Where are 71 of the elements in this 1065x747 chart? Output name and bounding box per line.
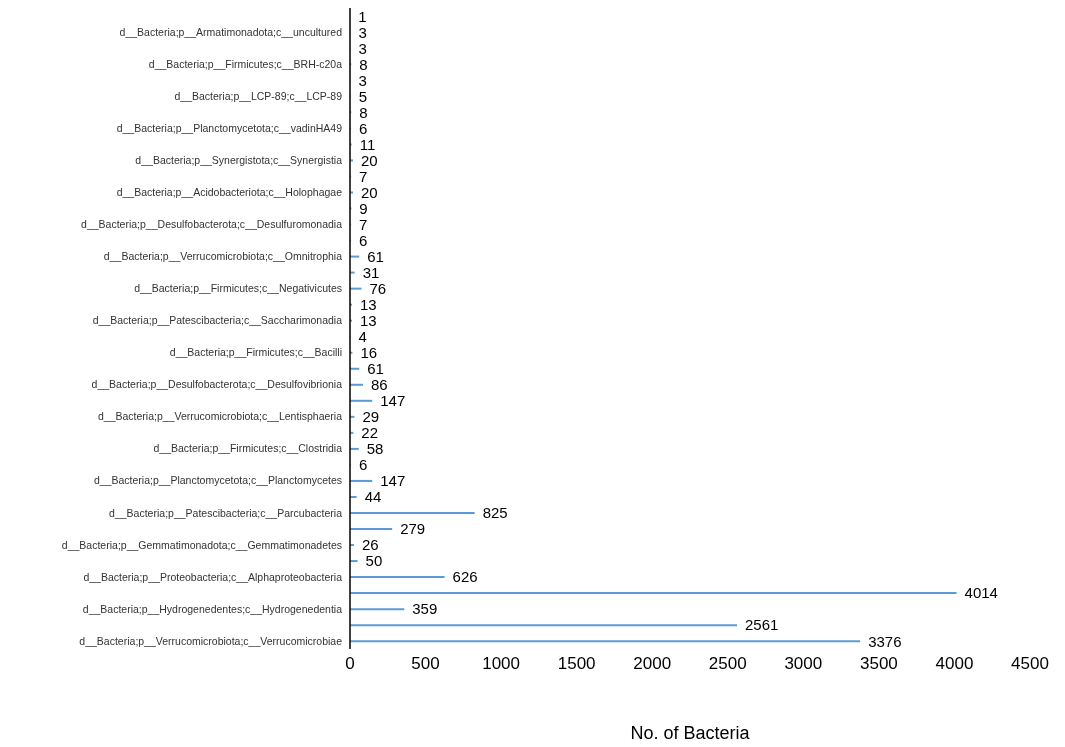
y-tick-label: d__Bacteria;p__LCP-89;c__LCP-89 — [174, 89, 343, 102]
x-tick-label: 0 — [345, 654, 355, 674]
x-tick-label: 2000 — [633, 654, 672, 674]
data-label: 7 — [359, 167, 368, 185]
y-tick-label: d__Bacteria;p__Verrucomicrobiota;c__Omnitrophia — [103, 250, 343, 263]
x-tick-label: 4000 — [935, 654, 974, 674]
data-label: 11 — [359, 135, 376, 153]
data-label: 4014 — [964, 584, 998, 602]
x-tick-label: 1000 — [482, 654, 521, 674]
data-label: 31 — [362, 263, 380, 281]
y-tick-label: d__Bacteria;p__Acidobacteriota;c__Holophagae — [116, 186, 343, 199]
data-label: 359 — [412, 600, 438, 618]
data-label: 8 — [359, 55, 368, 73]
y-tick-label: d__Bacteria;p__Patescibacteria;c__Saccharimonadia — [92, 314, 343, 327]
data-label: 9 — [359, 199, 368, 217]
data-label: 16 — [360, 344, 378, 362]
data-label: 61 — [367, 360, 384, 378]
data-label: 825 — [482, 504, 508, 522]
x-tick-label: 2500 — [708, 654, 747, 674]
y-tick-label: d__Bacteria;p__Planctomycetota;c__Planctomycetes — [93, 474, 342, 487]
data-label: 3 — [358, 23, 367, 41]
y-tick-label: d__Bacteria;p__Hydrogenedentes;c__Hydrogenedentia — [82, 602, 343, 615]
data-label: 44 — [364, 488, 382, 506]
y-tick-label: d__Bacteria;p__Armatimonadota;c__uncultured — [119, 25, 343, 38]
x-tick-label: 3000 — [784, 654, 823, 674]
x-tick-label: 1500 — [557, 654, 596, 674]
data-label: 2561 — [745, 616, 779, 634]
data-label: 50 — [365, 552, 383, 570]
data-label: 22 — [361, 424, 379, 442]
data-label: 86 — [371, 376, 388, 394]
x-tick-label: 3500 — [859, 654, 898, 674]
data-label: 58 — [366, 440, 384, 458]
data-label: 8 — [359, 103, 368, 121]
data-label: 29 — [362, 408, 380, 426]
data-label: 3 — [358, 39, 367, 57]
data-label: 76 — [369, 279, 387, 297]
data-label: 7 — [359, 215, 368, 233]
x-tick-label: 4500 — [1011, 654, 1049, 674]
y-tick-label: d__Bacteria;p__Synergistota;c__Synergistia — [135, 153, 343, 166]
data-label: 20 — [361, 183, 378, 201]
x-tick-label: 500 — [411, 654, 440, 674]
data-label: 13 — [359, 295, 377, 313]
y-tick-label: d__Bacteria;p__Verrucomicrobiota;c__Lentisphaeria — [98, 410, 343, 423]
data-label: 147 — [380, 472, 406, 490]
data-label: 5 — [358, 87, 368, 105]
data-label: 6 — [358, 119, 368, 137]
data-label: 13 — [359, 312, 377, 330]
y-tick-label: d__Bacteria;p__Firmicutes;c__Bacilli — [169, 346, 342, 359]
data-label: 147 — [380, 392, 406, 410]
y-tick-label: d__Bacteria;p__Verrucomicrobiota;c__Verrucomicrobiae — [79, 634, 343, 647]
y-tick-label: d__Bacteria;p__Proteobacteria;c__Alphaproteobacteria — [83, 570, 343, 583]
data-label: 20 — [361, 151, 378, 169]
data-label: 6 — [358, 456, 368, 474]
data-label: 6 — [358, 231, 368, 249]
y-tick-label: d__Bacteria;p__Planctomycetota;c__vadinHA49 — [116, 121, 343, 134]
y-tick-label: d__Bacteria;p__Firmicutes;c__Negativicutes — [134, 282, 342, 295]
y-tick-label: d__Bacteria;p__Desulfobacterota;c__Desulfuromonadia — [81, 218, 343, 231]
y-tick-label: d__Bacteria;p__Firmicutes;c__BRH-c20a — [148, 57, 343, 70]
data-label: 3376 — [868, 632, 902, 650]
y-tick-label: d__Bacteria;p__Firmicutes;c__Clostridia — [153, 442, 343, 455]
y-tick-label: d__Bacteria;p__Patescibacteria;c__Parcubacteria — [109, 506, 343, 519]
data-label: 26 — [361, 536, 379, 554]
data-label: 4 — [358, 328, 367, 346]
data-label: 3 — [358, 71, 367, 89]
data-label: 61 — [367, 247, 384, 265]
data-label: 1 — [358, 7, 367, 25]
y-tick-label: d__Bacteria;p__Desulfobacterota;c__Desulfovibrionia — [91, 378, 343, 391]
y-tick-label: d__Bacteria;p__Gemmatimonadota;c__Gemmatimonadetes — [61, 538, 342, 551]
data-label: 279 — [400, 520, 426, 538]
data-label: 626 — [452, 568, 478, 586]
x-axis-title: No. of Bacteria — [630, 723, 751, 743]
